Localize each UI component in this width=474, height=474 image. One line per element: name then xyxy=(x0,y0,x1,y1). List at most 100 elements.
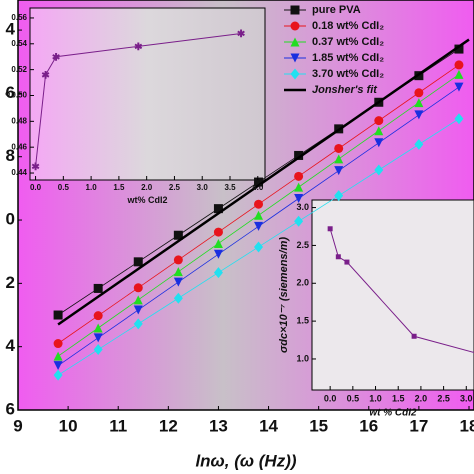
y-tick-label: 2.0 xyxy=(296,278,309,288)
marker: ✱ xyxy=(52,52,61,63)
marker xyxy=(213,267,223,279)
marker: ✱ xyxy=(134,42,143,53)
x-tick-label: 1.5 xyxy=(113,183,125,192)
x-tick-label: 1.5 xyxy=(392,393,405,403)
y-tick-label: 4 xyxy=(6,336,16,355)
marker xyxy=(414,138,424,150)
x-tick-label: 2.0 xyxy=(415,393,428,403)
x-tick-label: 2.5 xyxy=(437,393,450,403)
marker xyxy=(290,37,300,47)
x-axis-label: lnω, (ω (Hz)) xyxy=(195,451,296,470)
x-tick-label: 0.0 xyxy=(324,393,337,403)
y-tick-label: 0.56 xyxy=(11,13,27,22)
marker xyxy=(133,318,143,330)
legend-label: 0.37 wt% CdI₂ xyxy=(312,36,384,48)
marker xyxy=(454,113,464,125)
marker xyxy=(414,110,424,120)
marker xyxy=(133,257,143,267)
x-tick-label: 17 xyxy=(409,416,428,435)
y-tick-label: 6 xyxy=(6,399,15,418)
y-tick-label: 0 xyxy=(6,210,15,229)
marker xyxy=(173,277,183,287)
marker xyxy=(454,60,464,70)
marker: ✱ xyxy=(31,162,40,173)
marker xyxy=(414,98,424,108)
y-tick-label: 1.5 xyxy=(296,315,309,325)
marker xyxy=(334,143,344,153)
marker xyxy=(254,221,264,231)
fit-line xyxy=(57,38,470,326)
marker xyxy=(173,267,183,277)
marker xyxy=(290,5,300,15)
marker xyxy=(290,53,300,63)
marker xyxy=(173,230,183,240)
marker xyxy=(374,138,384,148)
x-tick-label: 1.0 xyxy=(369,393,382,403)
x-tick-label: 14 xyxy=(259,416,278,435)
x-tick-label: 18 xyxy=(460,416,474,435)
x-tick-label: 2.5 xyxy=(169,183,181,192)
marker xyxy=(294,171,304,181)
marker xyxy=(254,210,264,220)
y-tick-label: 1.0 xyxy=(296,353,309,363)
x-tick-label: 3.0 xyxy=(197,183,209,192)
marker xyxy=(93,344,103,356)
marker xyxy=(213,204,223,214)
x-tick-label: 15 xyxy=(309,416,328,435)
y-tick-label: 0.52 xyxy=(11,65,27,74)
x-tick-label: 3.0 xyxy=(460,393,473,403)
marker xyxy=(173,292,183,304)
marker xyxy=(411,333,417,339)
marker xyxy=(213,227,223,237)
marker xyxy=(334,190,344,202)
marker xyxy=(454,82,464,92)
x-tick-label: 11 xyxy=(109,416,127,435)
marker xyxy=(374,116,384,126)
marker xyxy=(294,215,304,227)
y-tick-label: 2.5 xyxy=(296,240,309,250)
marker xyxy=(344,259,350,265)
marker xyxy=(53,361,63,371)
x-axis-label: wt% CdI2 xyxy=(126,195,167,205)
x-tick-label: 3.5 xyxy=(224,183,236,192)
marker xyxy=(53,369,63,381)
y-tick-label: 8 xyxy=(6,146,15,165)
marker xyxy=(335,254,341,260)
y-tick-label: 4 xyxy=(6,20,16,39)
marker: ✱ xyxy=(41,70,50,81)
marker xyxy=(173,255,183,265)
x-tick-label: 0.5 xyxy=(58,183,70,192)
marker xyxy=(454,44,464,54)
marker: ✱ xyxy=(237,29,246,40)
y-tick-label: 0.44 xyxy=(11,168,27,177)
x-tick-label: 12 xyxy=(159,416,178,435)
y-tick-label: 0.46 xyxy=(11,142,27,151)
marker xyxy=(254,199,264,209)
legend-label: 0.18 wt% CdI₂ xyxy=(312,20,384,32)
x-tick-label: 4.0 xyxy=(252,183,264,192)
marker xyxy=(254,177,264,187)
series-line xyxy=(35,32,242,167)
marker xyxy=(93,283,103,293)
marker xyxy=(294,150,304,160)
legend-label: Jonsher's fit xyxy=(312,84,378,96)
marker xyxy=(213,238,223,248)
x-tick-label: 0.0 xyxy=(30,183,42,192)
inset-area xyxy=(29,7,266,181)
inset-area xyxy=(311,199,474,391)
x-tick-label: 9 xyxy=(13,416,22,435)
marker xyxy=(93,311,103,321)
y-axis-label: s xyxy=(3,91,12,96)
x-tick-label: 10 xyxy=(59,416,78,435)
x-tick-label: 16 xyxy=(359,416,378,435)
marker xyxy=(93,333,103,343)
marker xyxy=(213,249,223,259)
marker xyxy=(93,323,103,333)
marker xyxy=(334,166,344,176)
y-tick-label: 0.50 xyxy=(11,91,27,100)
marker xyxy=(53,351,63,361)
y-tick-label: 6 xyxy=(6,83,15,102)
x-axis-label: wt % CdI2 xyxy=(369,407,417,418)
marker xyxy=(374,126,384,136)
